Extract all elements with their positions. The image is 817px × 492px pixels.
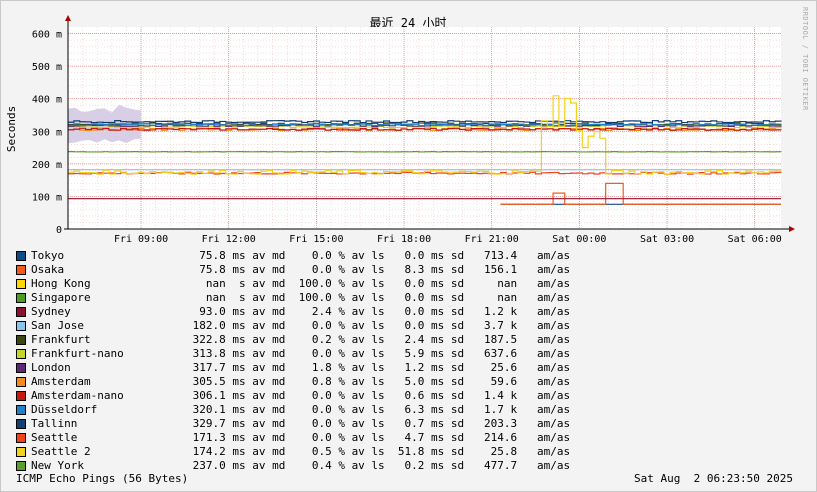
legend-stats: 306.1 ms av md 0.0 % av ls 0.6 ms sd 1.4… xyxy=(186,389,571,402)
x-tick-label: Fri 15:00 xyxy=(289,234,343,245)
legend-name: London xyxy=(31,361,71,374)
legend-name: Amsterdam xyxy=(31,375,91,388)
series-line-seattle-2 xyxy=(68,95,782,175)
legend-name: Sydney xyxy=(31,305,71,318)
legend-stats: 174.2 ms av md 0.5 % av ls 51.8 ms sd 25… xyxy=(186,445,571,458)
x-tick-label: Sat 00:00 xyxy=(552,234,606,245)
legend-stats: 93.0 ms av md 2.4 % av ls 0.0 ms sd 1.2 … xyxy=(186,305,571,318)
legend-stats: 171.3 ms av md 0.0 % av ls 4.7 ms sd 214… xyxy=(186,431,571,444)
legend-name: Amsterdam-nano xyxy=(31,389,124,402)
legend-swatch xyxy=(16,321,26,331)
legend-stats: 182.0 ms av md 0.0 % av ls 0.0 ms sd 3.7… xyxy=(186,319,571,332)
legend-name: Singapore xyxy=(31,291,91,304)
legend-name: Frankfurt-nano xyxy=(31,347,124,360)
y-axis-label: Seconds xyxy=(5,106,18,152)
series-line-osaka xyxy=(500,182,781,205)
legend-stats: 329.7 ms av md 0.0 % av ls 0.7 ms sd 203… xyxy=(186,417,571,430)
legend-swatch xyxy=(16,265,26,275)
axes: 0 100 m 200 m 300 m 400 m 500 m 600 m Fri 09:00… xyxy=(32,15,795,245)
grid-lines xyxy=(68,27,781,230)
y-tick-label: 500 m xyxy=(32,62,62,73)
series-line-tallinn xyxy=(68,120,782,124)
legend-name: Seattle 2 xyxy=(31,445,91,458)
y-tick-label: 400 m xyxy=(32,95,62,106)
legend-name: New York xyxy=(31,459,84,472)
legend-name: San Jose xyxy=(31,319,84,332)
legend-stats: 75.8 ms av md 0.0 % av ls 8.3 ms sd 156.… xyxy=(186,263,571,276)
legend-name: Düsseldorf xyxy=(31,403,98,416)
plot-area xyxy=(68,95,782,205)
legend-swatch xyxy=(16,349,26,359)
series-line-amsterdam-nano xyxy=(68,127,782,131)
legend-swatch xyxy=(16,335,26,345)
x-axis-arrow xyxy=(789,226,795,232)
legend-swatch xyxy=(16,251,26,261)
chart-title: 最近 24 小时 xyxy=(370,16,447,30)
legend-swatch xyxy=(16,391,26,401)
x-tick-label: Fri 12:00 xyxy=(202,234,256,245)
rrdtool-credit: RRDTOOL / TOBI OETIKER xyxy=(801,7,809,111)
y-tick-label: 0 xyxy=(56,225,62,236)
legend-stats: nan s av md 100.0 % av ls 0.0 ms sd nan … xyxy=(186,291,571,304)
footer-timestamp: Sat Aug 2 06:23:50 2025 xyxy=(634,472,793,485)
legend-stats: nan s av md 100.0 % av ls 0.0 ms sd nan … xyxy=(186,277,571,290)
legend-swatch xyxy=(16,433,26,443)
legend-name: Tallinn xyxy=(31,417,78,430)
legend-stats: 305.5 ms av md 0.8 % av ls 5.0 ms sd 59.… xyxy=(186,375,571,388)
legend-name: Frankfurt xyxy=(31,333,91,346)
legend-swatch xyxy=(16,279,26,289)
x-tick-label: Fri 18:00 xyxy=(377,234,431,245)
series-line-d-sseldorf xyxy=(68,123,782,127)
legend-name: Seattle xyxy=(31,431,78,444)
x-tick-label: Fri 09:00 xyxy=(114,234,168,245)
legend-swatch xyxy=(16,461,26,471)
x-tick-label: Fri 21:00 xyxy=(465,234,519,245)
legend-name: Osaka xyxy=(31,263,65,276)
legend-name: Hong Kong xyxy=(31,277,91,290)
legend-swatch xyxy=(16,363,26,373)
latency-chart: 最近 24 小时 Seconds 0 100 m 200 m 300 m 400 m 50… xyxy=(5,15,795,245)
legend-swatch xyxy=(16,405,26,415)
legend-name: Tokyo xyxy=(31,249,65,262)
legend-stats: 237.0 ms av md 0.4 % av ls 0.2 ms sd 477… xyxy=(186,459,571,472)
y-tick-label: 200 m xyxy=(32,160,62,171)
legend-swatch xyxy=(16,307,26,317)
legend-swatch xyxy=(16,293,26,303)
legend-stats: 75.8 ms av md 0.0 % av ls 0.0 ms sd 713.… xyxy=(186,249,571,262)
y-axis-arrow xyxy=(65,15,71,21)
x-tick-label: Sat 03:00 xyxy=(640,234,694,245)
footer-title: ICMP Echo Pings (56 Bytes) xyxy=(16,472,189,485)
y-tick-label: 600 m xyxy=(32,30,62,41)
legend-stats: 320.1 ms av md 0.0 % av ls 6.3 ms sd 1.7… xyxy=(186,403,571,416)
y-tick-label: 300 m xyxy=(32,127,62,138)
y-tick-label: 100 m xyxy=(32,192,62,203)
legend-swatch xyxy=(16,419,26,429)
legend-stats: 317.7 ms av md 1.8 % av ls 1.2 ms sd 25.… xyxy=(186,361,571,374)
legend-stats: 322.8 ms av md 0.2 % av ls 2.4 ms sd 187… xyxy=(186,333,571,346)
x-tick-label: Sat 06:00 xyxy=(728,234,782,245)
legend-swatch xyxy=(16,377,26,387)
legend-swatch xyxy=(16,447,26,457)
legend-stats: 313.8 ms av md 0.0 % av ls 5.9 ms sd 637… xyxy=(186,347,571,360)
